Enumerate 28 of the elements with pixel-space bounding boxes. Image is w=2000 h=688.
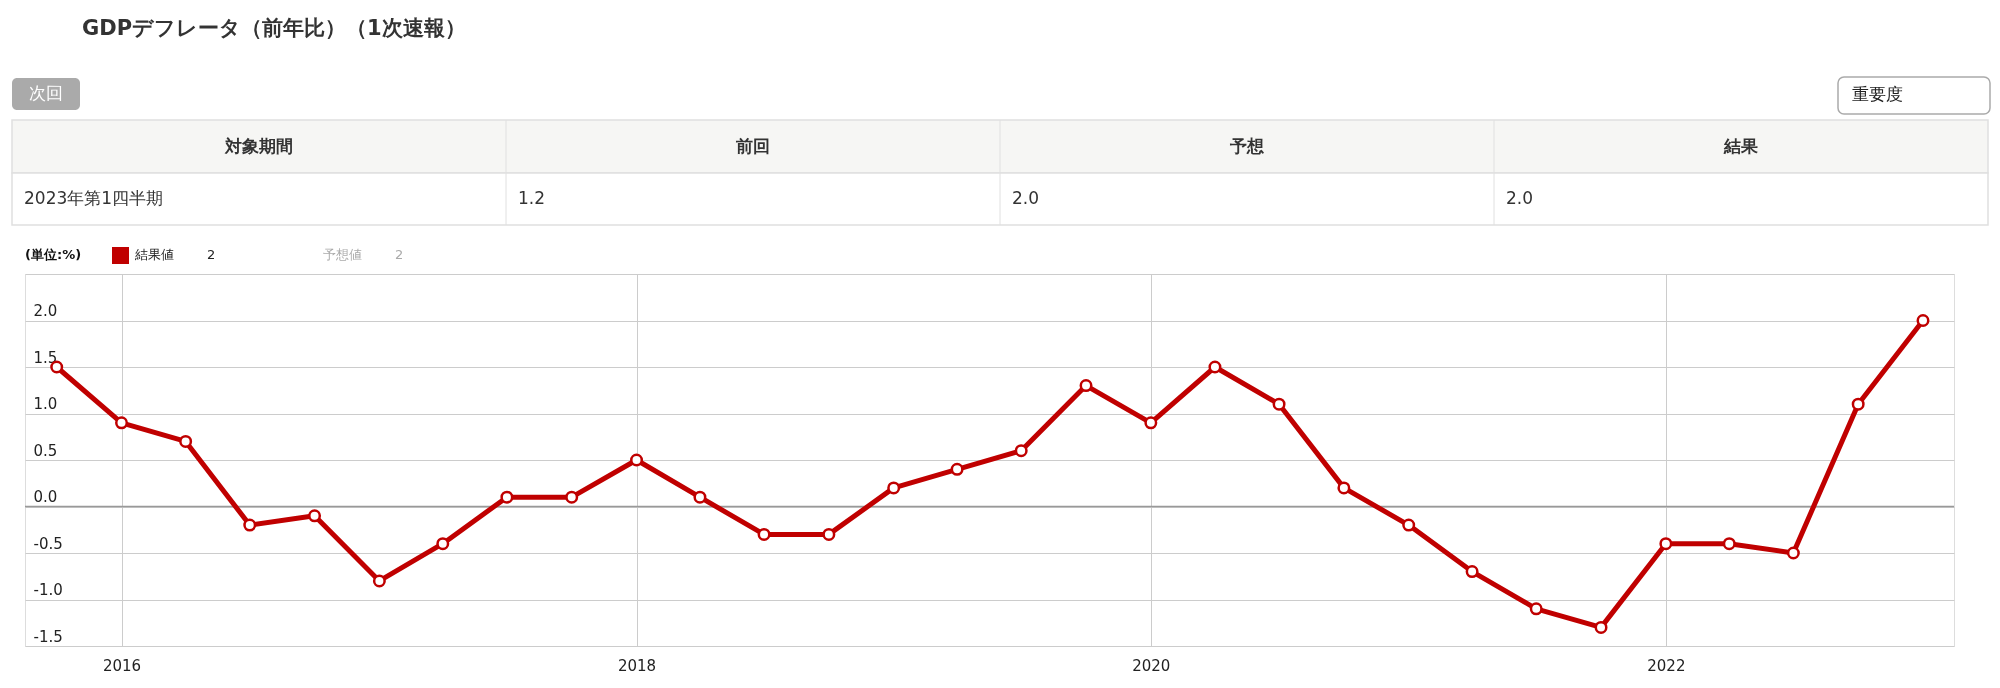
text: 予想値 (323, 247, 362, 262)
y-tick-label: 0.5 (33, 441, 58, 460)
text: 2.0 (1506, 188, 1534, 208)
text: 結果 (1723, 136, 1759, 156)
text: 次回 (29, 83, 63, 103)
text: 対象期間 (224, 136, 293, 156)
y-tick-label: -0.5 (33, 534, 63, 553)
y-tick-label: -1.5 (33, 627, 63, 646)
text: 予想 (1229, 136, 1265, 156)
text: 2 (395, 247, 404, 262)
text: (単位:%) (25, 247, 82, 262)
x-tick-label: 2022 (1647, 656, 1686, 675)
text: 2023年第1四半期 (24, 188, 164, 208)
x-tick-label: 2018 (617, 656, 657, 675)
y-tick-label: 1.5 (33, 348, 58, 367)
x-tick-label: 2016 (102, 656, 142, 675)
text: 1.2 (518, 188, 546, 208)
y-tick-label: 2.0 (33, 302, 58, 320)
y-tick-label: -1.0 (33, 581, 63, 599)
legend-label: 結果値 (134, 247, 174, 262)
text: 2.0 (1012, 188, 1040, 208)
text: 重要度 (1852, 84, 1903, 104)
x-tick-label: 2020 (1132, 656, 1171, 675)
text: 前回 (735, 136, 770, 156)
y-tick-label: 0.0 (33, 488, 58, 506)
text: 2 (207, 247, 216, 262)
chart-title: GDPデフレータ（前年比）（1次速報） (82, 16, 466, 40)
y-tick-label: 1.0 (33, 395, 58, 413)
